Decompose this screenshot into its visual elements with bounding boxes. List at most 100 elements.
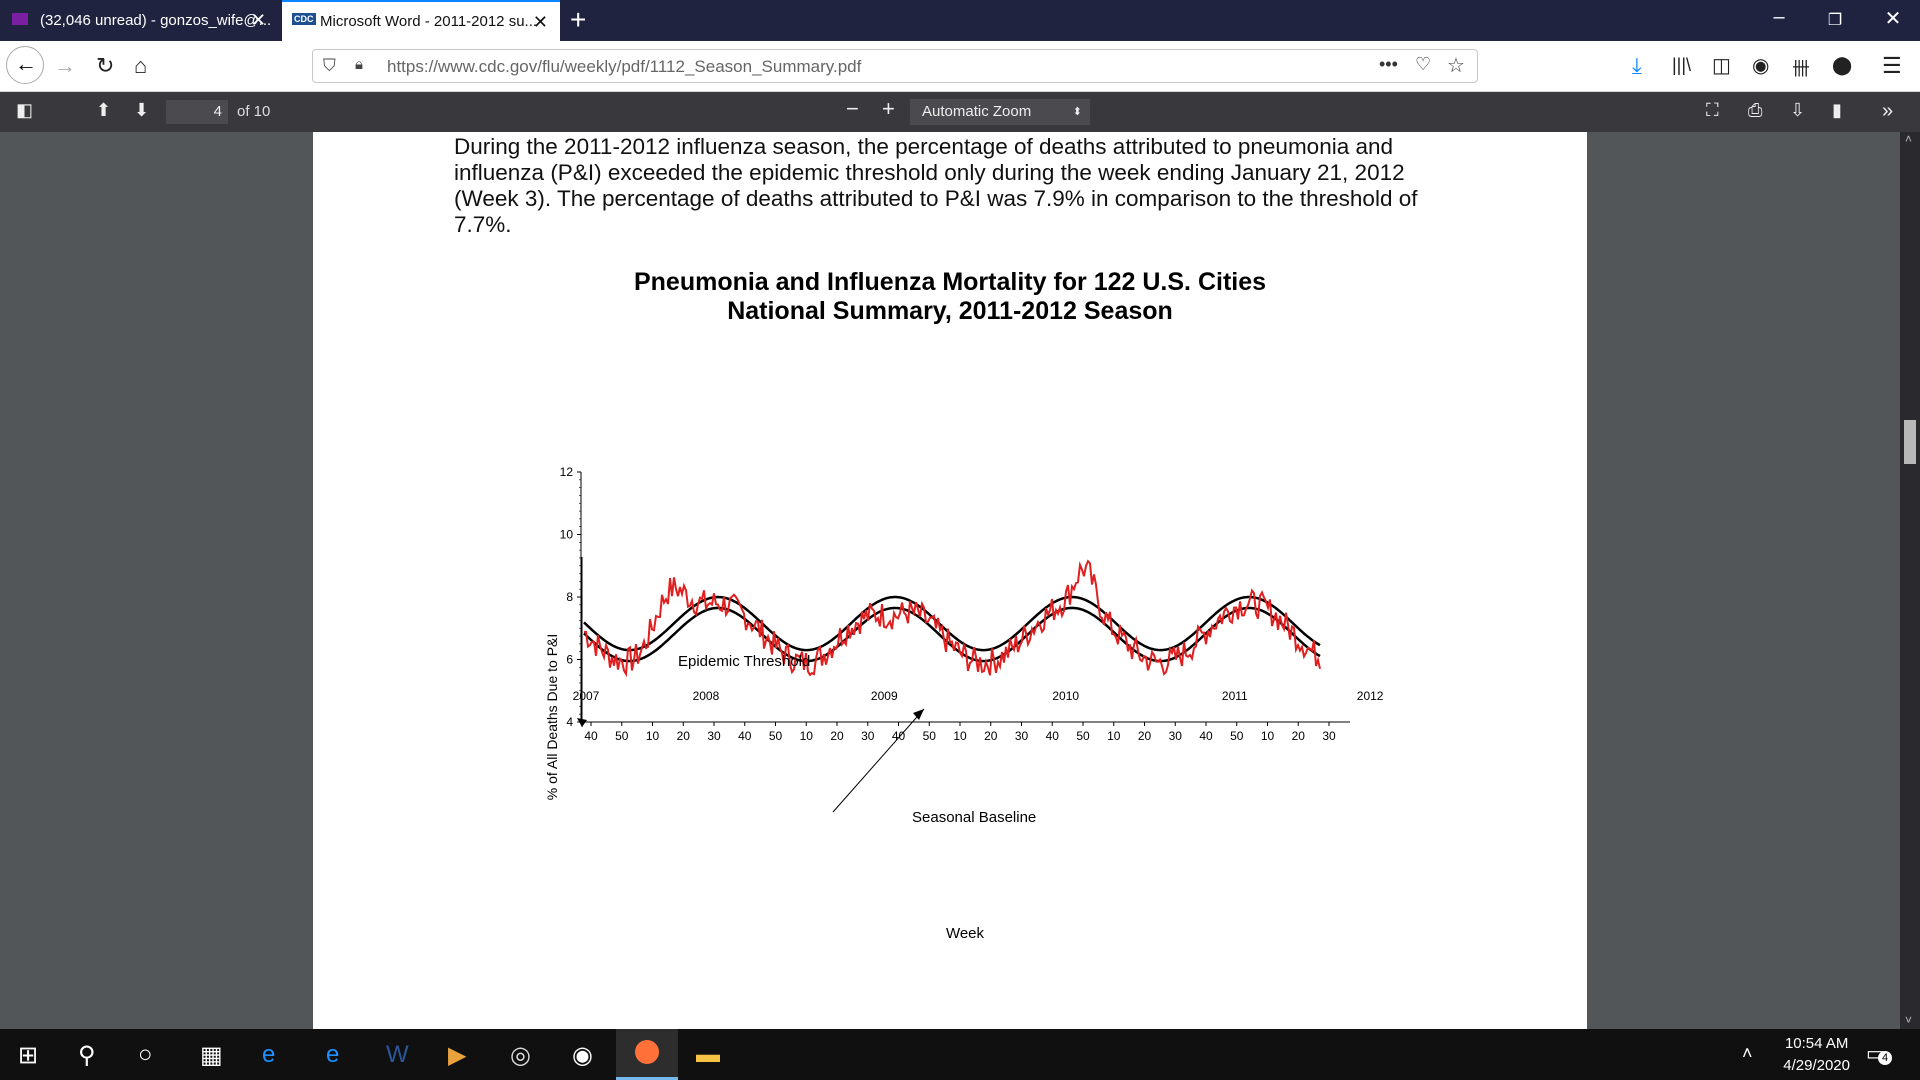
eye-app-icon[interactable]: ◉ — [572, 1042, 593, 1069]
x-tick-label: 40 — [1199, 729, 1213, 743]
home-icon[interactable]: ⌂ — [134, 53, 148, 78]
firefox-icon — [635, 1040, 659, 1064]
y-tick-label: 4 — [566, 715, 573, 729]
url-bar[interactable]: ⛉ 🔒︎ https://www.cdc.gov/flu/weekly/pdf/… — [312, 49, 1478, 83]
task-view-icon[interactable]: ○ — [138, 1041, 153, 1068]
zoom-in-icon[interactable]: + — [882, 96, 895, 121]
scrollbar-thumb[interactable] — [1904, 420, 1916, 464]
y-tick-label: 10 — [560, 528, 574, 542]
app-icon[interactable]: ◎ — [510, 1042, 531, 1069]
tray-chevron-icon[interactable]: ˄ — [1742, 1043, 1753, 1063]
pdf-page: During the 2011-2012 influenza season, t… — [313, 132, 1587, 1029]
x-tick-label: 50 — [1076, 729, 1090, 743]
mail-icon — [12, 13, 28, 25]
calculator-icon[interactable]: ▦ — [200, 1042, 223, 1069]
x-tick-label: 50 — [615, 729, 629, 743]
more-icon[interactable]: ••• — [1379, 54, 1398, 74]
extension-icon[interactable]: 卌 — [1792, 59, 1810, 79]
zoom-out-icon[interactable]: − — [846, 96, 859, 121]
windows-start-icon[interactable]: ⊞ — [18, 1042, 39, 1069]
year-label: 2008 — [693, 689, 720, 703]
lock-icon[interactable]: 🔒︎ — [355, 56, 363, 73]
scroll-up-icon[interactable]: ˄ — [1905, 132, 1913, 146]
annotation-epidemic-threshold: Epidemic Threshold — [678, 653, 810, 670]
x-tick-label: 50 — [1230, 729, 1244, 743]
forward-icon[interactable]: → — [54, 53, 76, 78]
x-tick-label: 10 — [953, 729, 967, 743]
tools-icon[interactable]: » — [1882, 100, 1894, 122]
next-page-icon[interactable]: ⬇ — [134, 100, 150, 120]
clock-time: 10:54 AM — [1784, 1035, 1849, 1052]
baseline-arrow — [832, 708, 925, 813]
year-label: 2007 — [573, 689, 600, 703]
page-count: of 10 — [237, 103, 271, 120]
tab-title: (32,046 unread) - gonzos_wife@... — [40, 12, 272, 29]
file-explorer-icon[interactable]: ▬ — [696, 1041, 720, 1068]
zoom-value: Automatic Zoom — [922, 103, 1032, 120]
bookmark-icon[interactable]: ▮ — [1832, 100, 1842, 120]
x-tick-label: 30 — [1169, 729, 1183, 743]
annotation-seasonal-baseline: Seasonal Baseline — [912, 809, 1036, 826]
summary-paragraph: During the 2011-2012 influenza season, t… — [454, 134, 1418, 237]
reload-icon[interactable]: ↻ — [96, 53, 115, 78]
x-tick-label: 40 — [584, 729, 598, 743]
presentation-mode-icon[interactable]: ⛶ — [1706, 100, 1719, 120]
scroll-down-icon[interactable]: ˅ — [1905, 1013, 1913, 1027]
search-icon[interactable]: ⚲ — [78, 1042, 96, 1069]
x-tick-label: 40 — [738, 729, 752, 743]
window-close-icon[interactable]: ✕ — [1884, 8, 1902, 30]
notification-center[interactable]: ▭ 4 — [1866, 1041, 1892, 1066]
minimize-icon[interactable]: – — [1773, 6, 1785, 28]
edge-icon[interactable]: e — [326, 1041, 340, 1068]
save-icon[interactable]: ⇩ — [1790, 100, 1806, 120]
internet-explorer-icon[interactable]: e — [262, 1041, 276, 1068]
pocket-icon[interactable]: ♡ — [1415, 54, 1432, 74]
page-number-input[interactable]: 4 — [166, 100, 228, 124]
x-tick-label: 20 — [1138, 729, 1152, 743]
media-player-icon[interactable]: ▶ — [448, 1042, 467, 1069]
print-icon[interactable]: ⎙ — [1748, 100, 1763, 120]
y-tick-label: 6 — [566, 653, 573, 667]
menu-icon[interactable]: ☰ — [1882, 53, 1902, 78]
chart-title-line-2: National Summary, 2011-2012 Season — [727, 297, 1173, 325]
tab-mail[interactable]: (32,046 unread) - gonzos_wife@... ✕ — [0, 0, 278, 41]
account-icon[interactable]: ◉ — [1752, 55, 1770, 77]
tab-bar: (32,046 unread) - gonzos_wife@... ✕ CDC … — [0, 0, 1920, 41]
x-tick-label: 30 — [1322, 729, 1336, 743]
taskbar: ⊞ ⚲ ○ ▦ e e W ▶ ◎ ◉ ▬ ˄ 10:54 AM 4/29/20… — [0, 1029, 1920, 1080]
sidebar-toggle-icon[interactable]: ◫ — [1712, 55, 1731, 77]
library-icon[interactable]: |||\ — [1672, 55, 1692, 75]
x-tick-label: 50 — [923, 729, 937, 743]
y-tick-label: 12 — [560, 465, 574, 479]
back-button[interactable]: ← — [6, 46, 44, 84]
mortality-chart: 4 6 8 10 12 40 50 10 20 30 40 50 10 20 30 40 50 10 20 30 40… — [544, 465, 1384, 942]
restore-icon[interactable]: ❐ — [1827, 12, 1843, 29]
x-tick-label: 40 — [892, 729, 906, 743]
extension-2-icon[interactable]: ⬤ — [1832, 55, 1853, 75]
vertical-scrollbar[interactable]: ˄ ˅ — [1900, 132, 1920, 1029]
tab-title: Microsoft Word - 2011-2012 su... — [320, 13, 538, 30]
x-tick-label: 30 — [707, 729, 721, 743]
year-label: 2009 — [871, 689, 898, 703]
pdf-viewer: During the 2011-2012 influenza season, t… — [0, 132, 1920, 1029]
downloads-icon[interactable]: ⤓ — [1632, 53, 1642, 78]
cdc-favicon-icon: CDC — [292, 13, 316, 25]
x-tick-label: 10 — [646, 729, 660, 743]
shield-icon[interactable]: ⛉ — [323, 56, 336, 75]
close-tab-icon[interactable]: ✕ — [532, 12, 548, 32]
year-label: 2012 — [1357, 689, 1384, 703]
system-clock[interactable]: 10:54 AM 4/29/2020 — [1783, 1033, 1850, 1077]
close-tab-icon[interactable]: ✕ — [250, 10, 266, 30]
word-icon[interactable]: W — [386, 1041, 409, 1068]
url-text[interactable]: https://www.cdc.gov/flu/weekly/pdf/1112_… — [387, 57, 862, 76]
previous-page-icon[interactable]: ⬆ — [96, 100, 112, 120]
firefox-taskbar-button[interactable] — [616, 1029, 678, 1080]
x-tick-label: 20 — [984, 729, 998, 743]
sidebar-toggle-icon[interactable]: ◧ — [16, 100, 34, 120]
tab-pdf[interactable]: CDC Microsoft Word - 2011-2012 su... ✕ — [282, 0, 560, 41]
new-tab-icon[interactable]: + — [570, 4, 587, 35]
x-tick-label: 20 — [1292, 729, 1306, 743]
bookmark-star-icon[interactable]: ☆ — [1447, 55, 1465, 77]
zoom-select[interactable]: Automatic Zoom ⬍ — [910, 99, 1090, 125]
x-tick-label: 10 — [800, 729, 814, 743]
